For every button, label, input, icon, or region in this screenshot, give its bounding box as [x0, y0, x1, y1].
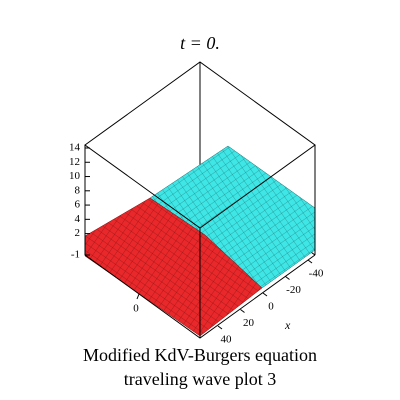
x-tick: [307, 259, 313, 264]
chart-title: t = 0.: [180, 33, 220, 53]
z-tick-label: 2: [75, 227, 81, 239]
z-tick-label: 10: [69, 170, 81, 182]
z-tick-label: -1: [71, 249, 80, 261]
x-tick: [285, 276, 290, 280]
x-tick-label: 40: [221, 334, 233, 346]
x-tick-label: 20: [243, 317, 255, 329]
x-tick: [217, 325, 223, 330]
z-tick-label: 6: [75, 199, 81, 211]
box-front: [84, 61, 316, 339]
caption-line: traveling wave plot 3: [124, 369, 276, 389]
z-tick-label: 8: [75, 184, 81, 196]
z-tick-label: 14: [69, 142, 81, 154]
z-tick-label: 12: [69, 156, 80, 168]
surface-red: [84, 197, 263, 337]
x-tick: [262, 292, 268, 297]
x-tick-label: -40: [309, 268, 324, 280]
caption-line: Modified KdV-Burgers equation: [83, 345, 317, 365]
x-tick-label: -20: [286, 284, 301, 296]
y-tick: [136, 293, 140, 300]
z-tick-label: 4: [75, 213, 81, 225]
x-tick-label: 0: [268, 301, 274, 313]
x-axis-label: x: [284, 318, 291, 332]
x-tick: [240, 309, 245, 313]
y-tick-label: 0: [133, 303, 139, 315]
